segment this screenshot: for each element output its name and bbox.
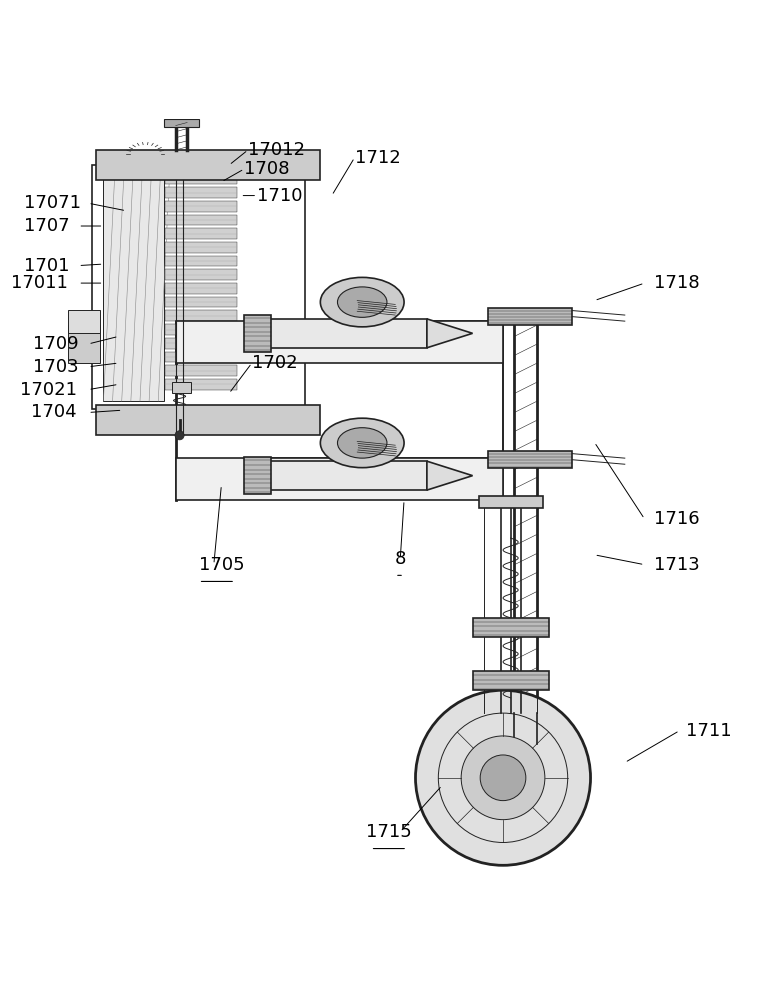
- Bar: [96, 150, 320, 180]
- Ellipse shape: [320, 418, 404, 468]
- Text: 1701: 1701: [24, 257, 69, 275]
- Bar: [165, 119, 199, 127]
- Bar: [165, 379, 238, 390]
- Bar: [165, 242, 238, 253]
- Circle shape: [175, 431, 184, 440]
- Bar: [260, 319, 427, 348]
- Circle shape: [480, 755, 526, 801]
- Polygon shape: [427, 461, 472, 490]
- Ellipse shape: [320, 277, 404, 327]
- Bar: [165, 201, 238, 212]
- Bar: [165, 365, 238, 376]
- Circle shape: [462, 736, 545, 820]
- Bar: [165, 187, 238, 198]
- Text: 1715: 1715: [366, 823, 412, 841]
- Bar: [488, 451, 572, 468]
- Text: 1711: 1711: [685, 722, 731, 740]
- Text: 1713: 1713: [653, 556, 699, 574]
- Bar: [165, 324, 238, 335]
- Text: 1718: 1718: [653, 274, 699, 292]
- Bar: [479, 496, 542, 508]
- Ellipse shape: [337, 428, 387, 458]
- Bar: [165, 352, 238, 362]
- Bar: [260, 461, 427, 490]
- Bar: [472, 671, 549, 690]
- Bar: [488, 308, 572, 325]
- Bar: [176, 321, 503, 363]
- Text: 17021: 17021: [19, 381, 77, 399]
- Bar: [103, 173, 165, 401]
- Text: 17011: 17011: [11, 274, 68, 292]
- Text: 1705: 1705: [199, 556, 244, 574]
- Bar: [165, 283, 238, 294]
- Bar: [165, 215, 238, 225]
- Text: 17071: 17071: [23, 194, 81, 212]
- Bar: [68, 310, 99, 333]
- Bar: [165, 228, 238, 239]
- Text: 1702: 1702: [252, 354, 298, 372]
- Text: 17012: 17012: [248, 141, 305, 159]
- Text: 1716: 1716: [653, 510, 699, 528]
- Bar: [68, 325, 99, 363]
- Circle shape: [416, 690, 591, 865]
- Text: 1708: 1708: [244, 160, 290, 178]
- Bar: [96, 405, 320, 435]
- Text: 1703: 1703: [33, 358, 78, 376]
- Text: 1709: 1709: [33, 335, 78, 353]
- Bar: [165, 173, 238, 184]
- Bar: [165, 297, 238, 307]
- Text: 8: 8: [395, 550, 406, 568]
- Text: 1704: 1704: [31, 403, 77, 421]
- Bar: [165, 310, 238, 321]
- Bar: [472, 618, 549, 637]
- Ellipse shape: [337, 287, 387, 317]
- Bar: [244, 457, 271, 494]
- Text: 1710: 1710: [257, 187, 303, 205]
- Text: 1707: 1707: [23, 217, 69, 235]
- Polygon shape: [427, 319, 472, 348]
- Text: 1712: 1712: [354, 149, 400, 167]
- Bar: [172, 382, 191, 393]
- Bar: [244, 315, 271, 352]
- Bar: [92, 165, 305, 409]
- Bar: [176, 458, 503, 500]
- Bar: [165, 269, 238, 280]
- Bar: [165, 338, 238, 349]
- Bar: [165, 256, 238, 266]
